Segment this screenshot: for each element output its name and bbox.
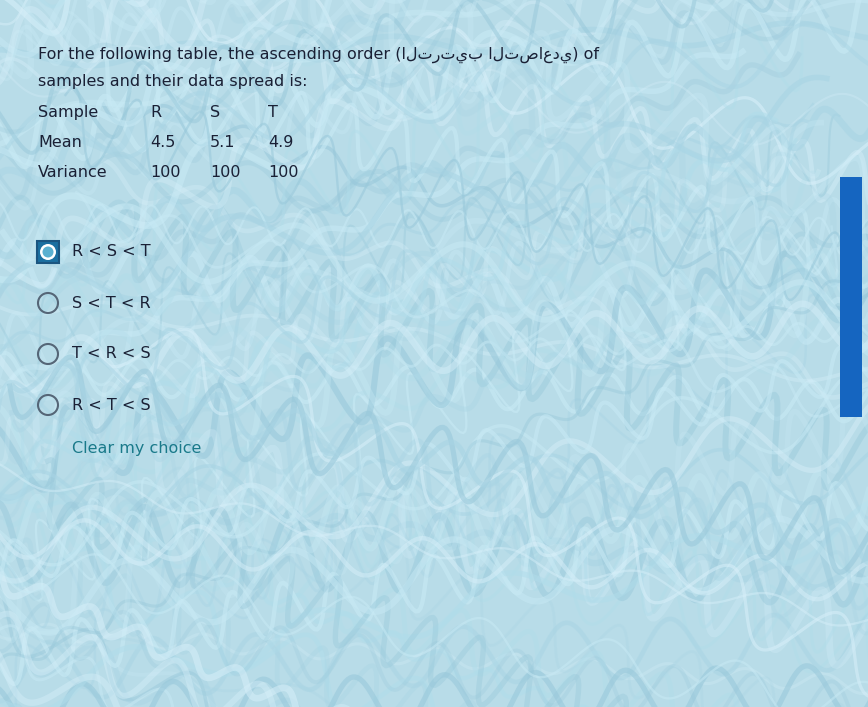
Text: S < T < R: S < T < R — [72, 296, 151, 310]
Text: R < S < T: R < S < T — [72, 245, 151, 259]
Text: 4.5: 4.5 — [150, 135, 175, 150]
Text: T < R < S: T < R < S — [72, 346, 151, 361]
Text: samples and their data spread is:: samples and their data spread is: — [38, 74, 307, 89]
Text: 4.9: 4.9 — [268, 135, 293, 150]
Circle shape — [40, 244, 56, 260]
Text: R: R — [150, 105, 161, 120]
Text: 5.1: 5.1 — [210, 135, 235, 150]
Text: 100: 100 — [268, 165, 299, 180]
Text: For the following table, the ascending order (الترتيب التصاعدي) of: For the following table, the ascending o… — [38, 47, 599, 64]
Text: Clear my choice: Clear my choice — [72, 441, 201, 457]
Text: T: T — [268, 105, 278, 120]
Text: Variance: Variance — [38, 165, 108, 180]
Text: R < T < S: R < T < S — [72, 397, 151, 412]
FancyBboxPatch shape — [37, 241, 59, 263]
Text: Sample: Sample — [38, 105, 98, 120]
Bar — [840, 177, 862, 417]
Text: S: S — [210, 105, 220, 120]
Text: Mean: Mean — [38, 135, 82, 150]
Circle shape — [43, 247, 54, 257]
Text: 100: 100 — [150, 165, 181, 180]
Text: 100: 100 — [210, 165, 240, 180]
